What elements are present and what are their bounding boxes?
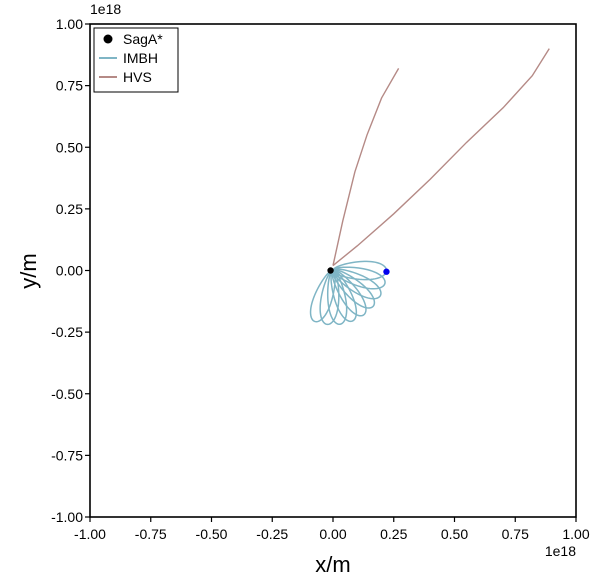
x-axis-label: x/m	[315, 552, 350, 577]
x-tick-label: 0.75	[502, 526, 529, 542]
series-line-hvs	[332, 48, 550, 267]
x-tick-label: -0.25	[256, 526, 288, 542]
x-offset-label: 1e18	[545, 543, 576, 559]
x-tick-label: -1.00	[74, 526, 106, 542]
y-tick-label: 1.00	[56, 16, 83, 32]
y-tick-label: -1.00	[51, 509, 83, 525]
x-tick-label: 1.00	[562, 526, 589, 542]
x-tick-label: -0.75	[135, 526, 167, 542]
series-loop-imbh	[326, 269, 348, 326]
legend-marker	[103, 34, 113, 44]
y-axis: 1.00 0.75 0.50 0.25 0.00 -0.25 -0.50 -0.75 -1.00	[51, 16, 90, 525]
series-point-imbh	[383, 268, 390, 275]
x-axis: -1.00 -0.75 -0.50 -0.25 0.00 0.25 0.50 0.75 1.00	[74, 517, 590, 542]
legend-label: SagA*	[123, 31, 163, 47]
x-tick-label: 0.25	[380, 526, 407, 542]
legend-label: IMBH	[123, 50, 158, 66]
legend: SagA* IMBH HVS	[93, 27, 179, 93]
y-offset-label: 1e18	[90, 1, 121, 17]
y-tick-label: -0.50	[51, 386, 83, 402]
x-tick-label: 0.00	[319, 526, 346, 542]
series-loop-imbh	[319, 269, 340, 326]
series-loop-imbh	[309, 269, 336, 323]
legend-label: HVS	[123, 69, 152, 85]
series-line-hvs	[332, 68, 400, 266]
series-loop-imbh	[330, 269, 358, 323]
y-tick-label: 0.25	[56, 201, 83, 217]
y-tick-label: -0.75	[51, 447, 83, 463]
series-layer	[309, 48, 550, 326]
y-tick-label: 0.50	[56, 139, 83, 155]
series-point-saga-	[327, 267, 334, 274]
y-tick-label: 0.75	[56, 78, 83, 94]
y-axis-label: y/m	[16, 253, 41, 288]
y-tick-label: 0.00	[56, 263, 83, 279]
x-tick-label: -0.50	[196, 526, 228, 542]
x-tick-label: 0.50	[441, 526, 468, 542]
y-tick-label: -0.25	[51, 324, 83, 340]
